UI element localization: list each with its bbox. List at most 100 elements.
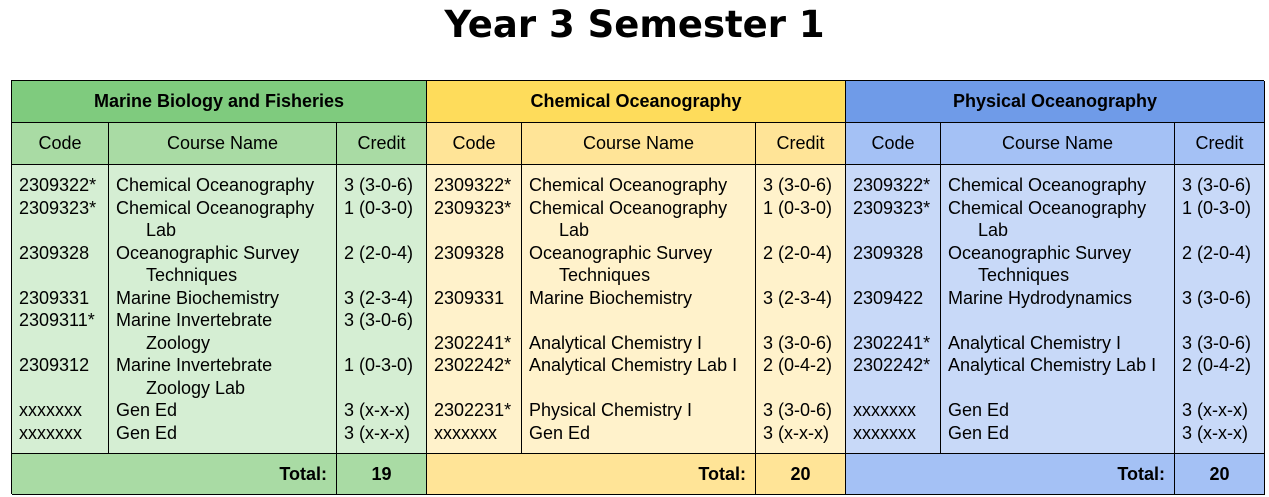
course-credit: 2 (0-4-2) <box>763 355 833 375</box>
course-credit: 3 (2-3-4) <box>763 287 833 308</box>
blank-line <box>19 264 108 287</box>
course-name: Marine Invertebrate <box>116 310 273 330</box>
course-code: 2309323* <box>434 197 512 218</box>
course-credit: 3 (3-0-6) <box>344 310 414 330</box>
course-name: Chemical Oceanography <box>116 175 315 195</box>
course-name: Lab <box>146 220 177 240</box>
course-credit: 2 (0-4-2) <box>1182 355 1252 375</box>
course-credit: 2 (2-0-4) <box>763 242 833 263</box>
course-name: Oceanographic Survey <box>529 242 713 263</box>
course-name: Lab <box>559 220 590 240</box>
blank-line <box>344 219 426 242</box>
course-name: Physical Chemistry I <box>529 400 693 420</box>
blank-line <box>853 377 940 400</box>
blank-line <box>763 264 845 287</box>
course-name <box>948 309 1174 332</box>
course-name: Marine Biochemistry <box>529 287 693 308</box>
column-header-credit: Credit <box>1175 123 1265 165</box>
blank-line <box>1182 377 1264 400</box>
course-name: Chemical Oceanography <box>948 197 1147 218</box>
course-code: 2302231* <box>434 400 512 420</box>
column-header-code: Code <box>12 123 109 165</box>
blank-line <box>1182 219 1264 242</box>
course-credit: 2 (2-0-4) <box>344 242 414 263</box>
course-name: Techniques <box>146 265 238 285</box>
course-code: xxxxxxx <box>853 422 916 443</box>
course-name: Analytical Chemistry I <box>529 332 703 353</box>
course-name: Analytical Chemistry Lab I <box>529 355 738 375</box>
course-credits-marine-biology: 3 (3-0-6) 1 (0-3-0) 2 (2-0-4) 3 (2-3-4) 3 (3… <box>337 165 427 454</box>
course-name: Marine Invertebrate <box>116 355 273 375</box>
course-credit: 3 (x-x-x) <box>1182 422 1248 443</box>
course-names-marine-biology: Chemical Oceanography Chemical Oceanograp… <box>109 165 337 454</box>
blank-line <box>1182 309 1264 332</box>
blank-line <box>763 219 845 242</box>
course-name: Gen Ed <box>116 400 178 420</box>
course-credit: 3 (2-3-4) <box>344 287 414 308</box>
column-header-credit: Credit <box>337 123 427 165</box>
course-name: Techniques <box>978 265 1070 285</box>
total-label: Total: <box>427 454 756 495</box>
course-name: Analytical Chemistry Lab I <box>948 355 1157 375</box>
course-name: Oceanographic Survey <box>948 242 1132 263</box>
course-codes-marine-biology: 2309322* 2309323* 2309328 2309331 2309311* 23… <box>12 165 109 454</box>
course-name: Gen Ed <box>116 422 178 443</box>
course-name: Chemical Oceanography <box>116 197 315 218</box>
course-code: 2309328 <box>19 242 90 263</box>
course-code: 2309422 <box>853 287 924 308</box>
course-name: Marine Hydrodynamics <box>948 287 1133 308</box>
blank-line <box>344 332 426 355</box>
column-header-code: Code <box>427 123 522 165</box>
course-code: 2309331 <box>19 287 90 308</box>
blank-line <box>763 309 845 332</box>
blank-line <box>344 264 426 287</box>
course-name <box>529 377 755 400</box>
total-credits-marine-biology: 19 <box>337 454 427 495</box>
course-credit: 3 (x-x-x) <box>1182 400 1248 420</box>
total-credits-physical-oceanography: 20 <box>1175 454 1265 495</box>
column-header-course-name: Course Name <box>941 123 1175 165</box>
course-credit: 1 (0-3-0) <box>763 197 833 218</box>
column-header-course-name: Course Name <box>522 123 756 165</box>
course-code: 2302241* <box>434 332 512 353</box>
course-code: xxxxxxx <box>19 400 82 420</box>
course-name <box>529 309 755 332</box>
course-name: Techniques <box>559 265 651 285</box>
blank-line <box>763 377 845 400</box>
total-credits-chemical-oceanography: 20 <box>756 454 846 495</box>
course-code: 2302241* <box>853 332 931 353</box>
course-credit: 3 (x-x-x) <box>344 400 410 420</box>
program-header-chemical-oceanography: Chemical Oceanography <box>427 81 846 123</box>
course-code: xxxxxxx <box>853 400 916 420</box>
blank-line <box>19 219 108 242</box>
course-name: Gen Ed <box>948 400 1010 420</box>
course-codes-chemical-oceanography: 2309322* 2309323* 2309328 2309331 2302241* 23… <box>427 165 522 454</box>
course-credit: 3 (x-x-x) <box>763 422 829 443</box>
course-code: 2302242* <box>434 355 512 375</box>
course-code: 2309328 <box>434 242 505 263</box>
course-credit: 1 (0-3-0) <box>1182 197 1252 218</box>
course-code: xxxxxxx <box>19 422 82 443</box>
course-code: 2309312 <box>19 355 90 375</box>
course-name: Zoology Lab <box>146 377 246 398</box>
course-name: Gen Ed <box>948 422 1010 443</box>
course-credit: 3 (3-0-6) <box>763 400 833 420</box>
course-code: 2309323* <box>853 197 931 218</box>
blank-line <box>1182 264 1264 287</box>
course-code: 2309322* <box>19 175 97 195</box>
program-header-marine-biology: Marine Biology and Fisheries <box>12 81 427 123</box>
blank-line <box>434 219 521 242</box>
course-credit: 3 (3-0-6) <box>1182 175 1252 195</box>
course-name: Analytical Chemistry I <box>948 332 1122 353</box>
course-codes-physical-oceanography: 2309322* 2309323* 2309328 2309422 2302241* 23… <box>846 165 941 454</box>
course-code: 2302242* <box>853 355 931 375</box>
course-name: Chemical Oceanography <box>529 175 728 195</box>
course-code: xxxxxxx <box>434 422 497 443</box>
course-credit: 3 (x-x-x) <box>344 422 410 443</box>
course-names-chemical-oceanography: Chemical Oceanography Chemical Oceanograp… <box>522 165 756 454</box>
course-names-physical-oceanography: Chemical Oceanography Chemical Oceanograp… <box>941 165 1175 454</box>
course-credit: 3 (3-0-6) <box>1182 287 1252 308</box>
blank-line <box>19 332 108 355</box>
course-name: Chemical Oceanography <box>948 175 1147 195</box>
blank-line <box>344 377 426 400</box>
